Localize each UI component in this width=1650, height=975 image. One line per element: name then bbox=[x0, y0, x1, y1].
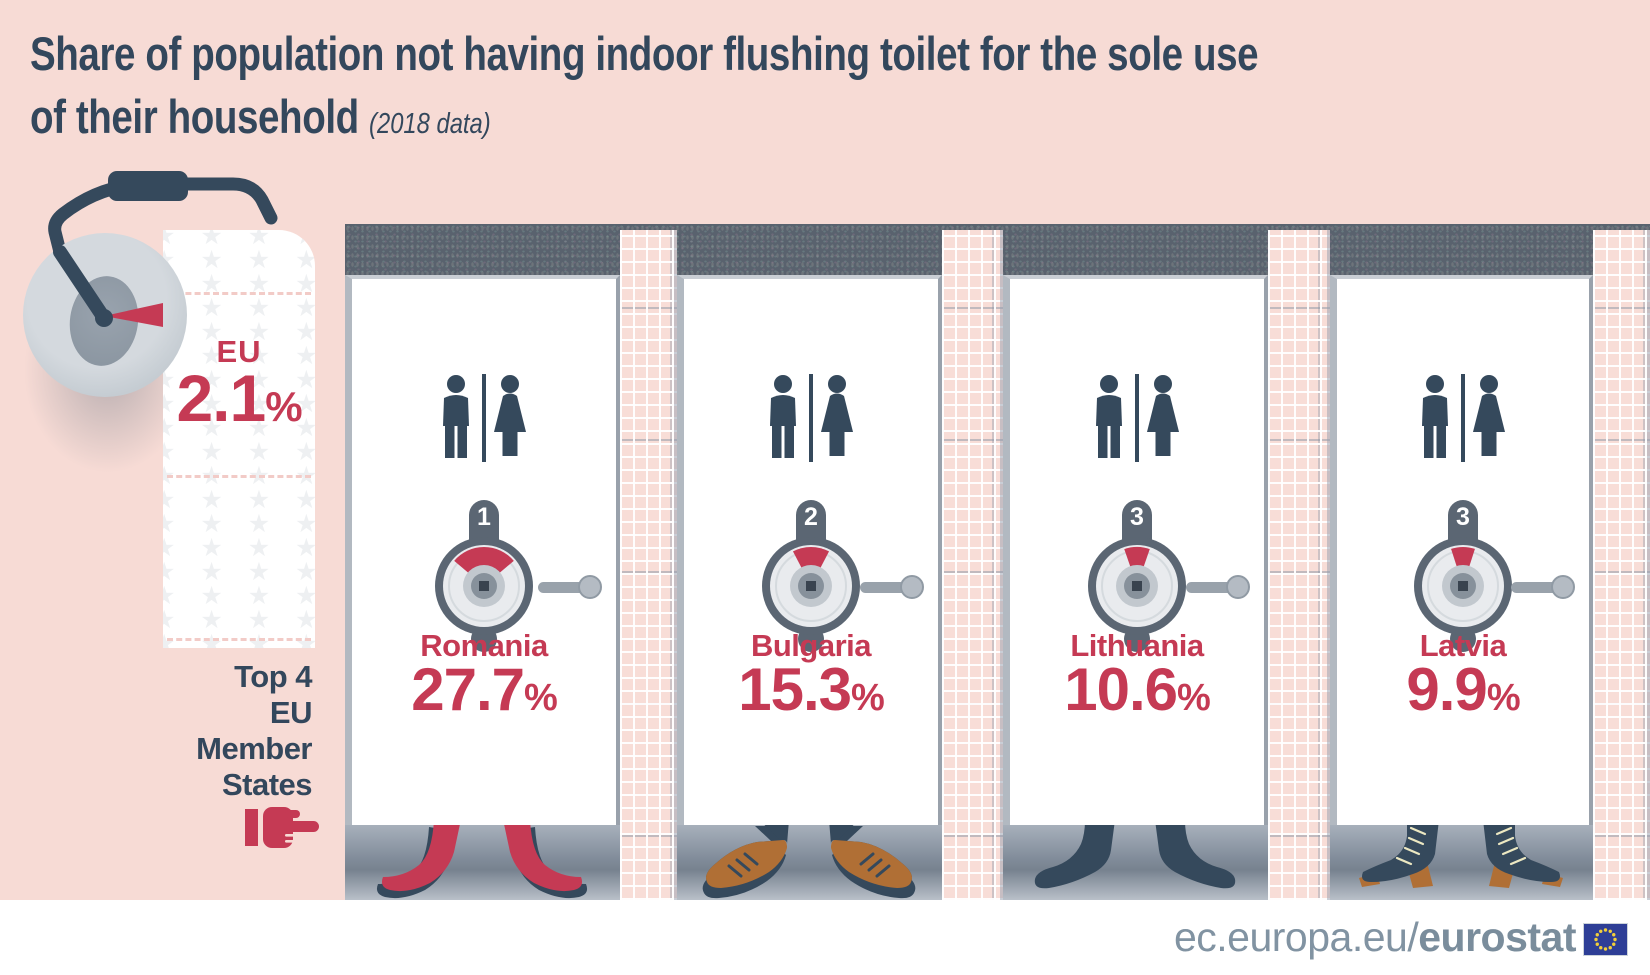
lock-gauge bbox=[1088, 537, 1186, 635]
door-lock-dial: 1 bbox=[424, 500, 544, 652]
paper-perforation bbox=[167, 638, 311, 641]
country-value: 27.7% bbox=[411, 656, 558, 723]
lock-gauge bbox=[1414, 537, 1512, 635]
roll-flag-icon bbox=[104, 303, 163, 327]
side-label: Top 4 EU Member States bbox=[120, 659, 312, 803]
shoes-brown-oxfords bbox=[699, 820, 919, 900]
roll-holder-arm-icon bbox=[53, 245, 163, 327]
side-label-line: States bbox=[221, 767, 313, 802]
restroom-sign-icon bbox=[770, 374, 853, 462]
page-title-line2-wrap: of their household (2018 data) bbox=[30, 85, 1258, 156]
door-lock-dial: 3 bbox=[1403, 500, 1523, 652]
country-label: Bulgaria bbox=[750, 628, 872, 663]
restroom-sign-icon bbox=[443, 374, 526, 462]
side-label-line: Member bbox=[196, 731, 312, 766]
country-value: 15.3% bbox=[738, 656, 885, 723]
shoes-laced-heeled-boots bbox=[1351, 820, 1571, 900]
shoes-navy-boots bbox=[1025, 820, 1245, 900]
footer: ec.europa.eu/eurostat bbox=[0, 900, 1650, 975]
side-label-line: Top 4 bbox=[234, 659, 312, 694]
door-lock-dial: 3 bbox=[1077, 500, 1197, 652]
woman-icon bbox=[501, 375, 519, 393]
restroom-sign-icon bbox=[1096, 374, 1179, 462]
restroom-sign-icon bbox=[1422, 374, 1505, 462]
lock-gauge bbox=[435, 537, 533, 635]
lock-gauge bbox=[762, 537, 860, 635]
eu-label: EU bbox=[216, 334, 262, 369]
eu-flag-stars bbox=[1594, 928, 1617, 951]
percent-sign: % bbox=[265, 383, 302, 430]
percent-sign: % bbox=[1486, 677, 1521, 719]
man-icon bbox=[447, 375, 465, 393]
footer-url-regular: ec.europa.eu/ bbox=[1173, 914, 1419, 960]
door-handle[interactable] bbox=[538, 575, 602, 599]
door-lock-dial: 2 bbox=[751, 500, 871, 652]
stall-door-romania: 1 Romania 27.7% bbox=[345, 275, 620, 825]
holder-sleeve bbox=[108, 171, 188, 201]
tile-column bbox=[1268, 230, 1330, 900]
page-title: Share of population not having indoor fl… bbox=[30, 22, 1259, 156]
tile-column bbox=[1593, 230, 1650, 900]
percent-sign: % bbox=[1176, 677, 1211, 719]
country-value: 10.6% bbox=[1064, 656, 1211, 723]
title-note: (2018 data) bbox=[369, 108, 491, 140]
paper-perforation bbox=[167, 292, 311, 295]
percent-sign: % bbox=[850, 677, 885, 719]
tile-column bbox=[942, 230, 1003, 900]
eu-value: 2.1% bbox=[176, 361, 302, 435]
eu-flag-icon bbox=[1583, 923, 1628, 956]
stall-door-bulgaria: 2 Bulgaria 15.3% bbox=[677, 275, 942, 825]
paper-perforation bbox=[167, 475, 311, 478]
tile-column bbox=[620, 230, 677, 900]
footer-url: ec.europa.eu/eurostat bbox=[1173, 914, 1577, 961]
stall-door-latvia: 3 Latvia 9.9% bbox=[1330, 275, 1593, 825]
stall-scene: 1 Romania 27.7% bbox=[345, 224, 1650, 900]
side-label-line: EU bbox=[269, 695, 313, 730]
pointing-hand-icon bbox=[245, 807, 319, 848]
roll-holder-icon bbox=[48, 171, 278, 259]
country-label: Latvia bbox=[1419, 628, 1507, 663]
door-handle[interactable] bbox=[1186, 575, 1250, 599]
country-label: Lithuania bbox=[1070, 628, 1204, 663]
page-title-line1: Share of population not having indoor fl… bbox=[30, 27, 1259, 80]
stall-door-lithuania: 3 Lithuania 10.6% bbox=[1003, 275, 1268, 825]
door-handle[interactable] bbox=[1511, 575, 1575, 599]
door-handle[interactable] bbox=[860, 575, 924, 599]
page-title-line2: of their household bbox=[30, 90, 359, 143]
sign-divider bbox=[482, 374, 486, 462]
shoes-red-high-heels bbox=[372, 820, 592, 900]
country-label: Romania bbox=[420, 628, 548, 663]
percent-sign: % bbox=[523, 677, 558, 719]
country-value: 9.9% bbox=[1406, 656, 1521, 723]
toilet-paper-sheet: ★ ★ ★ ★ ★ ★ ★ ★ ★ ★ ★ ★ ★ ★ ★ ★ ★ ★ ★ ★ … bbox=[163, 230, 315, 648]
footer-url-bold: eurostat bbox=[1418, 914, 1576, 960]
